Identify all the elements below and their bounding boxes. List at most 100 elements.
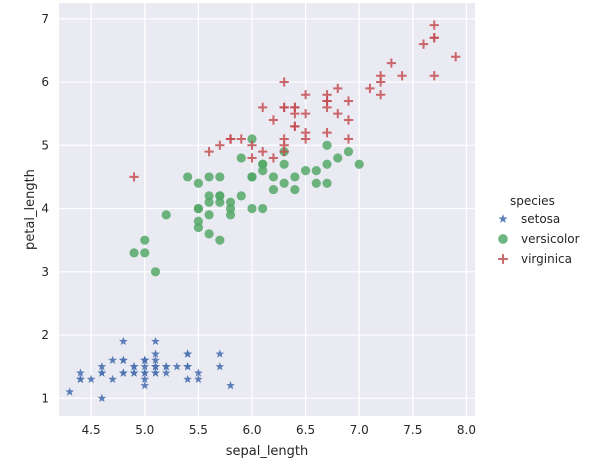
series-virginica	[129, 20, 461, 182]
versicolor-point	[311, 178, 321, 188]
versicolor-point	[290, 184, 300, 195]
virginica-point	[429, 33, 439, 43]
versicolor-point	[140, 248, 150, 258]
versicolor-point	[215, 235, 225, 245]
virginica-point	[386, 58, 396, 68]
setosa-point	[151, 368, 160, 377]
legend-label: virginica	[521, 252, 572, 266]
legend-marker-virginica	[498, 254, 508, 264]
x-axis-label: sepal_length	[226, 444, 309, 459]
virginica-point	[279, 77, 289, 87]
legend-marker-setosa	[498, 214, 508, 223]
setosa-point	[140, 362, 150, 371]
virginica-point	[365, 83, 375, 93]
virginica-point	[129, 172, 139, 182]
virginica-point	[268, 115, 279, 125]
grid-lines	[59, 3, 475, 416]
setosa-point	[129, 362, 139, 371]
versicolor-point	[193, 178, 203, 188]
series-versicolor	[129, 134, 364, 277]
legend-item-versicolor: versicolor	[498, 232, 580, 246]
versicolor-point	[193, 203, 203, 214]
virginica-point	[258, 102, 268, 112]
series-setosa	[65, 336, 235, 403]
virginica-point	[376, 90, 386, 100]
versicolor-point	[215, 172, 225, 182]
y-tick-labels: 1 2 3 4 5 6 7	[41, 12, 49, 405]
virginica-point	[300, 128, 311, 138]
x-tick-label: 4.5	[82, 423, 101, 437]
setosa-point	[140, 368, 150, 377]
setosa-point	[194, 368, 203, 377]
setosa-point	[215, 349, 225, 358]
versicolor-point	[279, 159, 289, 169]
setosa-point	[97, 368, 107, 377]
legend-marker-versicolor	[498, 234, 508, 244]
virginica-point	[290, 121, 300, 131]
setosa-point	[151, 349, 160, 358]
versicolor-point	[215, 197, 225, 207]
x-tick-label: 7.0	[350, 423, 369, 437]
virginica-point	[333, 109, 343, 119]
virginica-point	[204, 147, 214, 157]
x-tick-label: 6.5	[296, 423, 315, 437]
versicolor-point	[225, 197, 236, 207]
y-tick-label: 1	[41, 391, 49, 405]
setosa-point	[129, 368, 139, 377]
virginica-point	[343, 134, 354, 144]
versicolor-point	[247, 203, 257, 214]
virginica-point	[247, 153, 257, 163]
virginica-point	[290, 109, 300, 119]
virginica-point	[429, 20, 439, 30]
versicolor-point	[204, 197, 214, 207]
setosa-point	[86, 374, 96, 384]
versicolor-point	[333, 153, 343, 163]
virginica-point	[300, 109, 311, 119]
versicolor-point	[247, 134, 257, 144]
y-tick-label: 2	[41, 328, 49, 342]
y-tick-label: 7	[41, 12, 49, 26]
setosa-point	[183, 349, 193, 358]
versicolor-point	[204, 210, 214, 220]
virginica-point	[236, 134, 246, 144]
virginica-point	[333, 83, 343, 93]
versicolor-point	[322, 159, 332, 169]
virginica-point	[397, 71, 407, 81]
setosa-point	[65, 387, 75, 396]
legend-title: species	[510, 194, 555, 208]
versicolor-point	[236, 153, 246, 163]
setosa-point	[140, 374, 150, 384]
versicolor-point	[129, 248, 139, 258]
y-tick-label: 4	[41, 202, 49, 216]
legend-item-virginica: virginica	[498, 252, 572, 266]
setosa-point	[76, 374, 85, 384]
x-tick-label: 7.5	[403, 423, 422, 437]
setosa-point	[140, 355, 150, 365]
versicolor-point	[290, 172, 300, 182]
versicolor-point	[193, 222, 203, 233]
y-tick-label: 6	[41, 75, 49, 89]
setosa-point	[151, 336, 160, 346]
setosa-point	[118, 368, 128, 377]
setosa-point	[118, 336, 128, 346]
versicolor-point	[258, 166, 268, 176]
versicolor-point	[354, 159, 364, 169]
setosa-point	[76, 368, 85, 377]
versicolor-point	[300, 166, 311, 176]
x-tick-label: 8.0	[457, 423, 476, 437]
setosa-point	[226, 381, 235, 390]
setosa-point	[151, 362, 160, 371]
versicolor-point	[204, 172, 214, 182]
versicolor-point	[343, 147, 354, 157]
y-tick-label: 5	[41, 138, 49, 152]
virginica-point	[279, 102, 289, 112]
versicolor-point	[193, 216, 203, 226]
legend-label: versicolor	[521, 232, 580, 246]
setosa-point	[183, 374, 193, 384]
legend-label: setosa	[521, 212, 560, 226]
setosa-point	[97, 362, 107, 371]
virginica-point	[225, 134, 236, 144]
virginica-point	[322, 96, 332, 106]
versicolor-point	[140, 235, 150, 245]
